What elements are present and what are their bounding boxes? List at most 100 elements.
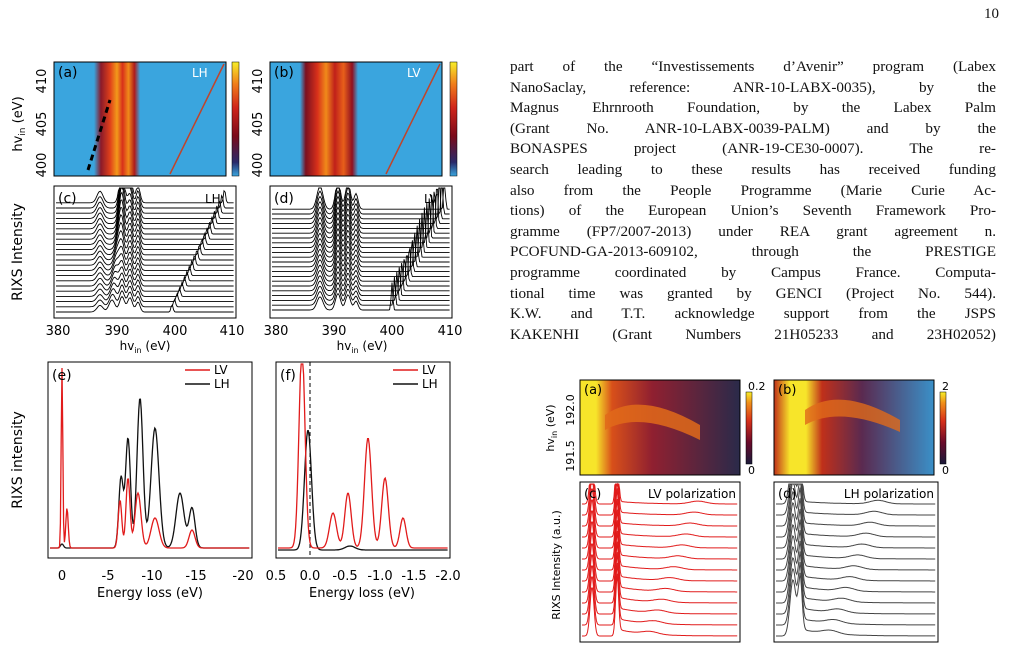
waterfall-trace xyxy=(272,259,450,287)
xtick: -5 xyxy=(102,569,115,584)
waterfall-trace xyxy=(56,272,234,292)
cbar-min: 0 xyxy=(748,464,755,477)
legend-lh: LH xyxy=(422,377,438,391)
body-line: PCOFUND-GA-2013-609102, through the PRES… xyxy=(510,243,996,261)
panel-b-tag: LV xyxy=(407,66,421,80)
waterfall-trace xyxy=(582,530,738,593)
waterfall-trace xyxy=(582,552,738,615)
waterfall-trace xyxy=(272,240,450,273)
waterfall-trace xyxy=(56,187,234,204)
rixs-xlabel: hvin (eV) xyxy=(120,339,171,355)
right-figure: (a) 0.2 0 192.0 191.5 hvin (eV) (b) 2 0 … xyxy=(544,379,949,643)
waterfall-trace xyxy=(272,247,450,277)
waterfall-trace xyxy=(56,187,234,225)
waterfall-trace xyxy=(776,572,936,637)
legend-lh: LH xyxy=(214,377,230,391)
body-line: KAKENHI (Grant Numbers 21H05233 and 23H0… xyxy=(510,325,996,343)
waterfall-trace xyxy=(56,266,234,287)
xtick: 380 xyxy=(46,324,71,339)
xtick: 390 xyxy=(322,324,347,339)
waterfall-trace xyxy=(56,284,234,303)
body-line: K.W. and T.T. acknowledge support from t… xyxy=(510,305,996,323)
waterfall-trace xyxy=(272,282,450,311)
xtick: 0 xyxy=(58,569,66,584)
right-spec-ylabel: RIXS Intensity (a.u.) xyxy=(550,510,563,620)
waterfall-trace xyxy=(582,562,738,626)
waterfall-trace xyxy=(272,267,450,297)
panel-c-waterfall: (c) LH xyxy=(53,185,237,319)
waterfall-trace xyxy=(776,530,936,593)
waterfall-trace xyxy=(272,225,450,263)
right-panel-d-label: (d) xyxy=(778,487,796,502)
waterfall-trace xyxy=(582,520,738,582)
waterfall-trace xyxy=(272,188,450,225)
waterfall-trace xyxy=(56,237,234,266)
panel-a-map: (a) LH 410 405 400 hvin (eV) xyxy=(11,61,240,178)
waterfall-trace xyxy=(582,509,738,571)
xtick: -0.5 xyxy=(332,569,357,584)
legend-lv: LV xyxy=(422,363,436,377)
waterfall-trace xyxy=(272,191,450,229)
xtick: -1.5 xyxy=(401,569,426,584)
waterfall-trace xyxy=(776,562,936,626)
waterfall-trace xyxy=(582,483,738,527)
right-panel-b-map: (b) 2 0 xyxy=(773,379,949,477)
waterfall-trace xyxy=(582,488,738,549)
xtick: 400 xyxy=(380,324,405,339)
panel-a-tag: LH xyxy=(192,66,208,80)
waterfall-trace xyxy=(582,498,738,560)
xtick: -15 xyxy=(185,569,206,584)
legend-lv: LV xyxy=(214,363,228,377)
waterfall-trace xyxy=(776,498,936,560)
e-xlabel: Energy loss (eV) xyxy=(97,586,203,601)
waterfall-trace xyxy=(56,295,234,313)
ytick: 405 xyxy=(35,112,50,137)
colorbar xyxy=(449,61,458,177)
xtick: -1.0 xyxy=(367,569,392,584)
map-ylabel: hvin (eV) xyxy=(11,96,28,151)
xtick: 0.5 xyxy=(266,569,287,584)
waterfall-trace xyxy=(56,278,234,297)
waterfall-trace xyxy=(776,551,936,615)
left-figure: (a) LH 410 405 400 hvin (eV) (b) LV 410 … xyxy=(10,61,463,601)
xtick: -2.0 xyxy=(435,569,460,584)
body-text: part of the “Investissements d’Avenir” p… xyxy=(510,57,996,345)
ytick: 405 xyxy=(251,112,266,137)
waterfall-trace xyxy=(56,187,234,214)
panel-e-spectra: (e) LV LH xyxy=(47,361,253,559)
ytick: 410 xyxy=(251,69,266,94)
waterfall-trace xyxy=(776,483,936,527)
right-panel-c-label: (c) xyxy=(584,487,601,502)
ytick: 400 xyxy=(35,153,50,178)
f-xlabel: Energy loss (eV) xyxy=(309,586,415,601)
waterfall-trace xyxy=(56,229,234,261)
body-line: part of the “Investissements d’Avenir” p… xyxy=(510,58,996,75)
colorbar xyxy=(939,391,947,465)
waterfall-trace xyxy=(56,187,234,209)
right-panel-b-label: (b) xyxy=(778,383,796,398)
panel-a-label: (a) xyxy=(58,65,78,81)
ytick: 191.5 xyxy=(564,440,577,472)
panel-d-waterfall: (d) LV xyxy=(269,185,453,319)
lh-waterfall xyxy=(776,483,936,637)
panel-e-label: (e) xyxy=(52,368,72,384)
body-line: BONASPES project (ANR-19-CE30-0007). The… xyxy=(510,140,996,158)
waterfall-trace xyxy=(272,187,450,220)
body-line: programme coordinated by Campus France. … xyxy=(510,263,996,281)
panel-c-label: (c) xyxy=(58,191,77,207)
waterfall-trace xyxy=(776,508,936,571)
lv-spectrum xyxy=(50,367,250,549)
xtick: 410 xyxy=(438,324,463,339)
body-line: gramme (FP7/2007-2013) under REA grant a… xyxy=(510,222,996,240)
page-number: 10 xyxy=(984,6,999,22)
lv-waterfall xyxy=(582,482,738,637)
waterfall-trace xyxy=(776,487,936,549)
body-line: search leading to these results has rece… xyxy=(510,160,996,178)
waterfall-trace xyxy=(56,213,234,251)
colorbar xyxy=(231,61,240,177)
panel-f-spectra: (f) LV LH xyxy=(275,361,451,559)
waterfall-trace xyxy=(272,207,450,249)
rixs-xticks: 380 390 400 410 380 390 400 410 xyxy=(46,324,463,339)
xtick: 400 xyxy=(163,324,188,339)
waterfall-series-d xyxy=(272,187,450,311)
